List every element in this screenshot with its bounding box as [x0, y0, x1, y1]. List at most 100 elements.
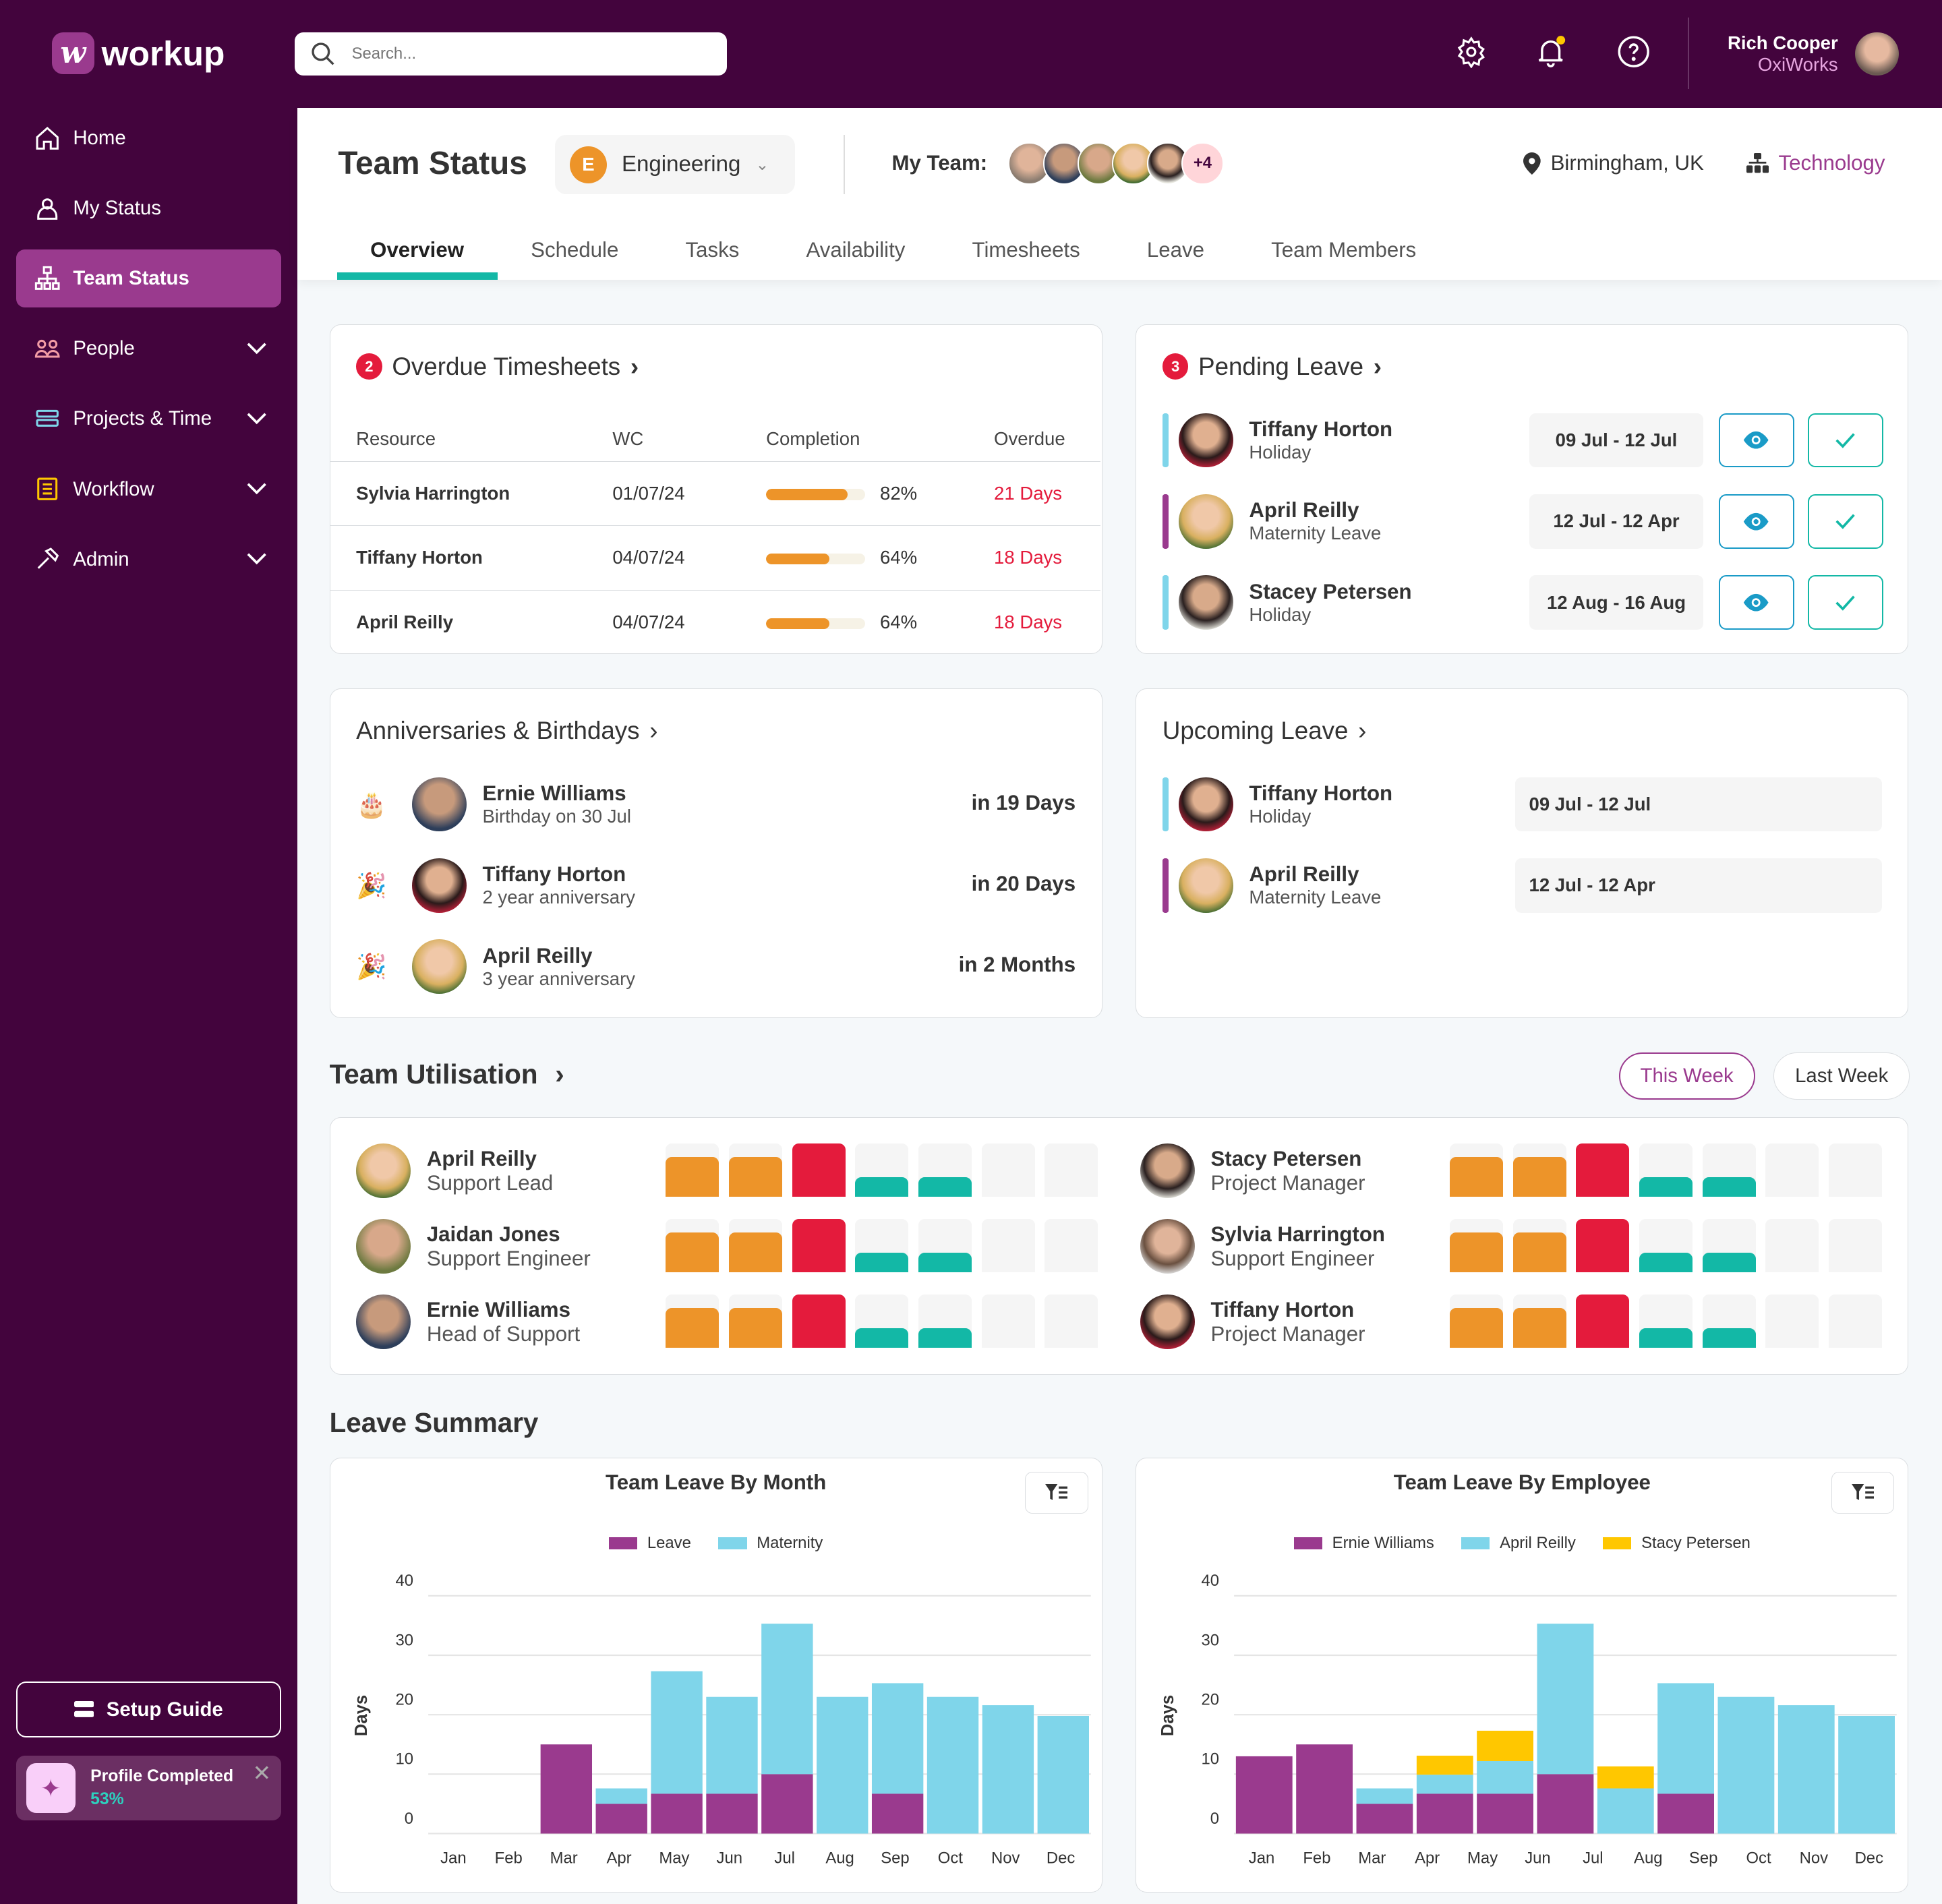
search-input[interactable] [351, 44, 699, 63]
bar-segment[interactable] [1477, 1730, 1534, 1761]
utilisation-day-bar[interactable] [918, 1219, 972, 1273]
column-header[interactable]: WC [612, 427, 644, 449]
bar-segment[interactable] [1417, 1793, 1473, 1834]
utilisation-person[interactable]: Jaidan Jones Support Engineer [356, 1219, 591, 1274]
utilisation-day-bar[interactable] [1702, 1143, 1756, 1197]
view-button[interactable] [1718, 575, 1794, 630]
bar-segment[interactable] [1417, 1775, 1473, 1794]
tab-tasks[interactable]: Tasks [685, 237, 740, 262]
bar-segment[interactable] [1477, 1760, 1534, 1794]
last-week-button[interactable]: Last Week [1773, 1052, 1910, 1100]
utilisation-day-bar[interactable] [666, 1143, 719, 1197]
utilisation-day-bar[interactable] [1765, 1295, 1819, 1348]
tab-leave[interactable]: Leave [1146, 237, 1204, 262]
leave-item[interactable]: April Reilly Maternity Leave [1162, 858, 1381, 913]
utilisation-day-bar[interactable] [918, 1295, 972, 1348]
utilisation-day-bar[interactable] [728, 1219, 782, 1273]
leave-item[interactable]: 🎂 Ernie Williams Birthday on 30 Jul [356, 777, 631, 832]
bar-segment[interactable] [871, 1793, 923, 1834]
bar-segment[interactable] [1597, 1788, 1654, 1834]
legend-item[interactable]: Ernie Williams [1293, 1534, 1434, 1553]
department-dropdown[interactable]: E Engineering ⌄ [554, 135, 796, 195]
overdue-timesheets-link[interactable]: 2 Overdue Timesheets › [356, 353, 639, 381]
utilisation-day-bar[interactable] [728, 1143, 782, 1197]
bar-segment[interactable] [982, 1704, 1034, 1834]
search-box[interactable] [295, 32, 728, 76]
utilisation-day-bar[interactable] [1765, 1143, 1819, 1197]
utilisation-day-bar[interactable] [1639, 1295, 1693, 1348]
legend-item[interactable]: Stacy Petersen [1603, 1534, 1750, 1553]
bar-segment[interactable] [1037, 1715, 1089, 1834]
utilisation-person[interactable]: Ernie Williams Head of Support [356, 1295, 580, 1350]
help-button[interactable] [1614, 32, 1653, 72]
close-icon[interactable]: ✕ [252, 1760, 272, 1786]
utilisation-day-bar[interactable] [1044, 1219, 1098, 1273]
this-week-button[interactable]: This Week [1618, 1052, 1755, 1100]
utilisation-day-bar[interactable] [981, 1295, 1035, 1348]
approve-button[interactable] [1807, 413, 1883, 468]
utilisation-day-bar[interactable] [792, 1219, 846, 1273]
user-menu[interactable]: Rich Cooper OxiWorks [1728, 32, 1838, 76]
utilisation-day-bar[interactable] [1576, 1295, 1630, 1348]
bar-segment[interactable] [1657, 1793, 1715, 1834]
utilisation-day-bar[interactable] [666, 1295, 719, 1348]
leave-item[interactable]: April Reilly Maternity Leave [1162, 494, 1381, 549]
sidebar-item-people[interactable]: People [16, 320, 281, 378]
utilisation-day-bar[interactable] [855, 1219, 909, 1273]
utilisation-day-bar[interactable] [981, 1143, 1035, 1197]
bar-segment[interactable] [705, 1793, 758, 1834]
utilisation-day-bar[interactable] [1044, 1143, 1098, 1197]
leave-item[interactable]: Tiffany Horton Holiday [1162, 413, 1392, 468]
bar-segment[interactable] [816, 1696, 869, 1834]
bar-segment[interactable] [1597, 1766, 1654, 1789]
bar-segment[interactable] [1657, 1683, 1715, 1794]
utilisation-day-bar[interactable] [1639, 1143, 1693, 1197]
anniversaries-link[interactable]: Anniversaries & Birthdays › [356, 717, 657, 745]
sidebar-item-my-status[interactable]: My Status [16, 179, 281, 237]
bar-segment[interactable] [650, 1793, 703, 1834]
bar-segment[interactable] [1296, 1744, 1353, 1834]
setup-guide-button[interactable]: Setup Guide [16, 1682, 281, 1737]
bar-segment[interactable] [1356, 1804, 1413, 1834]
bar-segment[interactable] [871, 1683, 923, 1794]
utilisation-day-bar[interactable] [792, 1295, 846, 1348]
bar-segment[interactable] [926, 1696, 978, 1834]
bar-segment[interactable] [1477, 1793, 1534, 1834]
filter-button[interactable] [1831, 1472, 1895, 1514]
sidebar-item-home[interactable]: Home [16, 109, 281, 167]
pending-leave-link[interactable]: 3 Pending Leave › [1162, 353, 1382, 381]
utilisation-day-bar[interactable] [1512, 1219, 1566, 1273]
bar-segment[interactable] [705, 1696, 758, 1794]
user-avatar[interactable] [1855, 32, 1899, 76]
utilisation-day-bar[interactable] [1702, 1219, 1756, 1273]
legend-item[interactable]: April Reilly [1461, 1534, 1576, 1553]
tab-availability[interactable]: Availability [806, 237, 906, 262]
utilisation-day-bar[interactable] [855, 1295, 909, 1348]
table-row[interactable]: April Reilly 04/07/24 64% 18 Days [330, 589, 1100, 655]
utilisation-person[interactable]: Sylvia Harrington Support Engineer [1140, 1219, 1385, 1274]
utilisation-day-bar[interactable] [1829, 1295, 1882, 1348]
tab-schedule[interactable]: Schedule [531, 237, 619, 262]
bar-segment[interactable] [1236, 1756, 1293, 1834]
view-button[interactable] [1718, 413, 1794, 468]
utilisation-day-bar[interactable] [1449, 1143, 1503, 1197]
team-avatars[interactable]: +4 [1008, 142, 1224, 185]
tab-overview[interactable]: Overview [336, 222, 498, 280]
utilisation-day-bar[interactable] [1639, 1219, 1693, 1273]
table-row[interactable]: Tiffany Horton 04/07/24 64% 18 Days [330, 525, 1100, 591]
bar-segment[interactable] [595, 1804, 647, 1834]
utilisation-day-bar[interactable] [1702, 1295, 1756, 1348]
utilisation-day-bar[interactable] [1449, 1295, 1503, 1348]
column-header[interactable]: Overdue [994, 427, 1065, 449]
bar-segment[interactable] [1537, 1624, 1594, 1775]
legend-item[interactable]: Leave [608, 1534, 691, 1553]
bar-segment[interactable] [761, 1624, 813, 1775]
utilisation-day-bar[interactable] [1576, 1219, 1630, 1273]
utilisation-day-bar[interactable] [1829, 1143, 1882, 1197]
utilisation-day-bar[interactable] [1512, 1295, 1566, 1348]
column-header[interactable]: Resource [356, 427, 436, 449]
bar-segment[interactable] [1838, 1715, 1895, 1834]
utilisation-day-bar[interactable] [1765, 1219, 1819, 1273]
leave-item[interactable]: Tiffany Horton Holiday [1162, 777, 1392, 832]
approve-button[interactable] [1807, 575, 1883, 630]
